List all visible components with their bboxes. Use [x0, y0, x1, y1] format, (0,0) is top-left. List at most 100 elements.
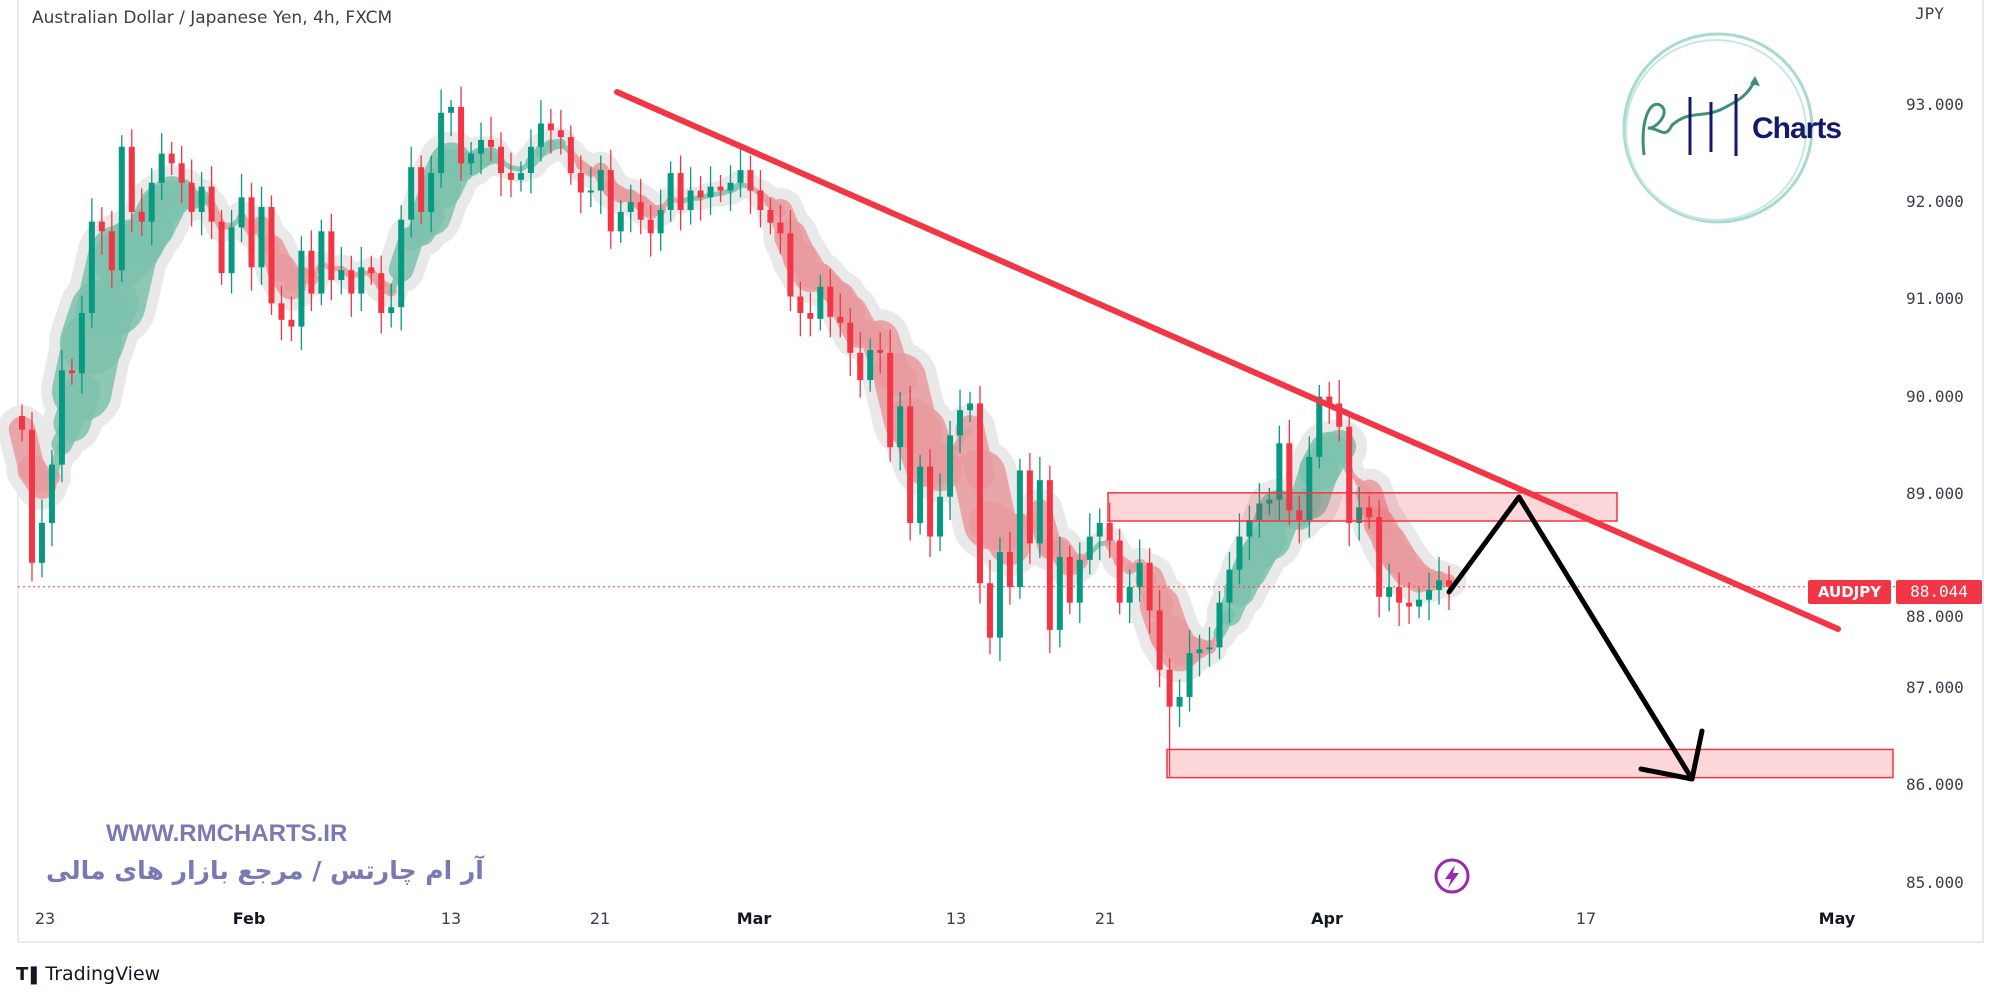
candle: [1026, 452, 1033, 564]
candle-body: [777, 222, 784, 234]
candle: [697, 175, 704, 221]
candle-body: [1196, 649, 1203, 654]
candle: [867, 338, 874, 392]
candle-body: [458, 106, 465, 164]
tradingview-brand[interactable]: T❚ TradingView: [16, 963, 160, 985]
candle-body: [1216, 602, 1223, 648]
candle: [478, 122, 485, 175]
candle: [408, 146, 415, 238]
candle: [996, 537, 1003, 661]
candle: [597, 155, 604, 214]
candle-body: [448, 106, 455, 113]
time-tick-label: Apr: [1311, 909, 1343, 928]
candle: [767, 198, 774, 235]
candle-body: [298, 250, 305, 327]
candle: [1116, 528, 1123, 615]
candle-body: [1446, 580, 1452, 587]
candle: [208, 166, 215, 240]
candle-body: [1346, 426, 1353, 523]
price-tick-label: 86.000: [1906, 775, 1964, 795]
candle-body: [268, 207, 275, 304]
candle: [1146, 548, 1153, 634]
candle-body: [1376, 517, 1383, 597]
candle: [637, 178, 644, 235]
candle-body: [308, 250, 315, 294]
candle: [497, 132, 504, 197]
candle-body: [1046, 480, 1053, 630]
candle: [1346, 412, 1353, 547]
candle: [517, 161, 524, 192]
candle-body: [88, 221, 95, 314]
candle: [1276, 425, 1283, 521]
candle-body: [1396, 587, 1403, 603]
candle-body: [867, 349, 874, 381]
candle-body: [278, 303, 285, 320]
candle: [967, 391, 974, 422]
trendline[interactable]: [614, 89, 1841, 632]
support-zone[interactable]: [1166, 748, 1894, 779]
candle: [1436, 556, 1443, 605]
lightning-icon[interactable]: [1434, 858, 1470, 894]
candle: [947, 420, 954, 521]
candle: [727, 165, 734, 211]
candle-body: [358, 267, 365, 294]
candle: [88, 198, 95, 328]
candle: [1006, 531, 1013, 605]
candle: [288, 296, 295, 342]
candle-body: [1016, 470, 1023, 588]
projection-arrow[interactable]: [1446, 494, 1695, 782]
candle: [398, 205, 405, 331]
candle: [168, 141, 175, 175]
candle: [827, 269, 834, 338]
candle-body: [338, 270, 345, 280]
candle-body: [1326, 396, 1333, 404]
chart-title: Australian Dollar / Japanese Yen, 4h, FX…: [32, 8, 393, 28]
candle-body: [897, 406, 904, 448]
candle-body: [78, 313, 85, 374]
candle-body: [108, 231, 115, 271]
candle-body: [1406, 602, 1413, 607]
candle-body: [148, 182, 155, 222]
candle: [707, 166, 714, 215]
candle: [1366, 495, 1373, 529]
candle: [468, 141, 475, 175]
time-tick-label: 13: [945, 909, 967, 928]
candle: [38, 499, 45, 578]
candle: [817, 275, 824, 331]
candle-body: [1236, 536, 1243, 570]
candle: [338, 246, 345, 295]
candle-body: [468, 153, 475, 164]
candle-body: [408, 167, 415, 220]
candle-body: [1176, 696, 1183, 707]
candle: [388, 283, 395, 328]
candle-body: [368, 267, 375, 274]
candle-body: [48, 464, 55, 523]
candle: [228, 209, 235, 294]
tradingview-logo-icon: T❚: [16, 963, 41, 985]
price-tick-label: 92.000: [1906, 192, 1964, 212]
candle: [238, 174, 245, 243]
candle-body: [907, 406, 914, 523]
candle-body: [138, 211, 145, 222]
candle-body: [68, 370, 75, 374]
candle-body: [198, 186, 205, 212]
time-tick-label: 23: [34, 909, 56, 928]
candle: [937, 473, 944, 552]
candle-body: [1146, 562, 1153, 611]
candle: [976, 385, 983, 604]
candle: [1156, 590, 1163, 688]
candle: [557, 109, 564, 155]
candle: [108, 210, 115, 288]
time-tick-label: May: [1818, 909, 1856, 928]
candle-body: [1386, 587, 1393, 597]
candle-body: [98, 221, 105, 232]
candle-body: [1166, 669, 1173, 707]
candle: [258, 186, 265, 285]
candle: [58, 349, 65, 483]
candle-body: [737, 170, 744, 183]
candle-body: [497, 146, 504, 174]
time-tick-label: Mar: [736, 909, 772, 928]
candle: [418, 155, 425, 224]
currency-label: JPY: [1915, 4, 1944, 23]
